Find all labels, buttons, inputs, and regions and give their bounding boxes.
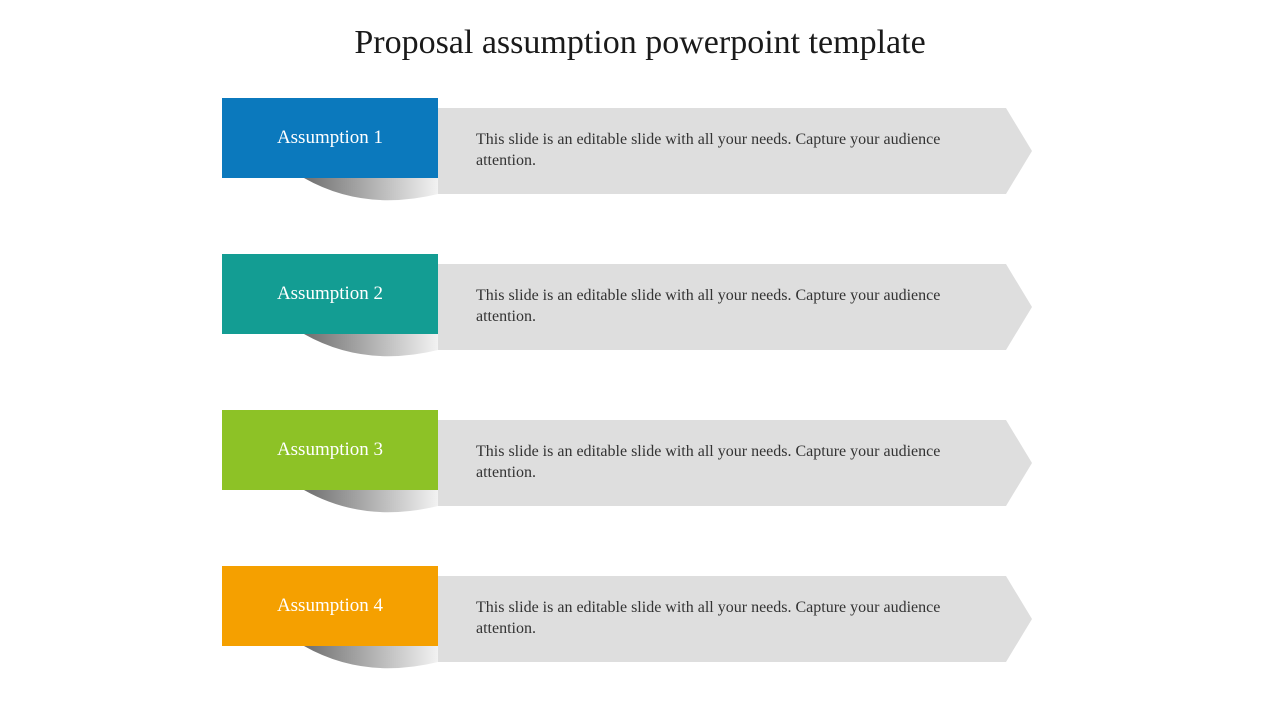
row-label-box: Assumption 1 bbox=[222, 98, 438, 178]
assumption-row: This slide is an editable slide with all… bbox=[222, 410, 1058, 530]
row-desc: This slide is an editable slide with all… bbox=[476, 442, 986, 484]
fold-icon bbox=[304, 334, 438, 368]
row-desc: This slide is an editable slide with all… bbox=[476, 598, 986, 640]
row-bar-body: This slide is an editable slide with all… bbox=[342, 108, 1006, 194]
fold-icon bbox=[304, 490, 438, 524]
row-bar-body: This slide is an editable slide with all… bbox=[342, 264, 1006, 350]
assumption-row: This slide is an editable slide with all… bbox=[222, 254, 1058, 374]
row-label: Assumption 2 bbox=[277, 283, 383, 305]
row-label-box: Assumption 4 bbox=[222, 566, 438, 646]
row-label-box: Assumption 2 bbox=[222, 254, 438, 334]
chevron-right-icon bbox=[1006, 108, 1032, 194]
row-bar-body: This slide is an editable slide with all… bbox=[342, 420, 1006, 506]
row-label: Assumption 1 bbox=[277, 127, 383, 149]
chevron-right-icon bbox=[1006, 264, 1032, 350]
assumption-row: This slide is an editable slide with all… bbox=[222, 566, 1058, 686]
row-bar: This slide is an editable slide with all… bbox=[342, 420, 1032, 506]
row-bar: This slide is an editable slide with all… bbox=[342, 264, 1032, 350]
slide-title: Proposal assumption powerpoint template bbox=[0, 24, 1280, 62]
row-desc: This slide is an editable slide with all… bbox=[476, 286, 986, 328]
row-bar-body: This slide is an editable slide with all… bbox=[342, 576, 1006, 662]
row-bar: This slide is an editable slide with all… bbox=[342, 108, 1032, 194]
row-label: Assumption 4 bbox=[277, 595, 383, 617]
row-label-box: Assumption 3 bbox=[222, 410, 438, 490]
fold-icon bbox=[304, 178, 438, 212]
assumption-row: This slide is an editable slide with all… bbox=[222, 98, 1058, 218]
chevron-right-icon bbox=[1006, 420, 1032, 506]
fold-icon bbox=[304, 646, 438, 680]
chevron-right-icon bbox=[1006, 576, 1032, 662]
row-desc: This slide is an editable slide with all… bbox=[476, 130, 986, 172]
row-label: Assumption 3 bbox=[277, 439, 383, 461]
assumption-list: This slide is an editable slide with all… bbox=[222, 98, 1058, 722]
row-bar: This slide is an editable slide with all… bbox=[342, 576, 1032, 662]
